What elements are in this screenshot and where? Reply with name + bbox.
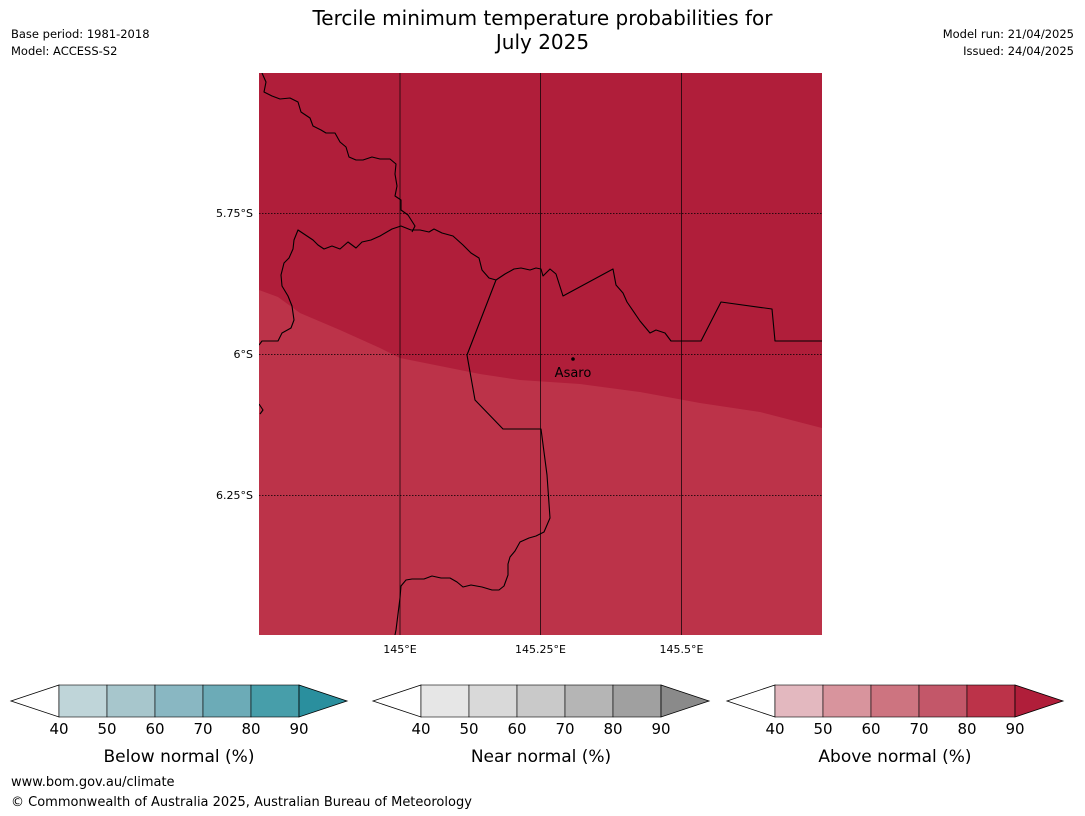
colorbar-tick: 70 — [909, 720, 928, 738]
colorbar-arrow-low — [725, 684, 776, 718]
colorbar-segment — [870, 684, 920, 718]
colorbar-segment — [154, 684, 204, 718]
colorbar-segment — [774, 684, 824, 718]
colorbar-segment — [250, 684, 300, 718]
colorbar-tick: 70 — [555, 720, 574, 738]
colorbar-segment — [918, 684, 968, 718]
model-run-text: Model run: 21/04/2025 — [942, 27, 1074, 41]
map-area: Asaro — [259, 73, 822, 635]
place-marker: Asaro — [555, 357, 592, 381]
colorbar-segment — [58, 684, 108, 718]
colorbar-tick: 80 — [957, 720, 976, 738]
colorbar-tick: 40 — [49, 720, 68, 738]
lat-label-5-75: 5.75°S — [216, 207, 253, 220]
colorbar-segment — [106, 684, 156, 718]
colorbar-tick: 60 — [861, 720, 880, 738]
lon-label-145-5: 145.5°E — [660, 643, 704, 656]
colorbar-tick: 90 — [1005, 720, 1024, 738]
colorbar-tick: 60 — [507, 720, 526, 738]
colorbar-tick: 80 — [241, 720, 260, 738]
colorbar-below-normal: 40 50 60 70 80 90 Below normal (%) — [9, 684, 349, 767]
colorbar-label: Near normal (%) — [471, 747, 611, 767]
footer-url[interactable]: www.bom.gov.au/climate — [11, 775, 175, 790]
colorbar-near-segments — [371, 684, 711, 718]
colorbar-label: Above normal (%) — [818, 747, 971, 767]
colorbar-above-normal: 40 50 60 70 80 90 Above normal (%) — [725, 684, 1065, 767]
colorbar-segment — [468, 684, 518, 718]
colorbar-arrow-low — [9, 684, 60, 718]
colorbar-tick: 70 — [193, 720, 212, 738]
colorbar-arrow-high — [660, 684, 711, 718]
latitude-labels: 5.75°S 6°S 6.25°S — [216, 207, 253, 502]
colorbar-segment — [966, 684, 1016, 718]
colorbar-tick: 40 — [411, 720, 430, 738]
colorbar-segment — [202, 684, 252, 718]
model-text: Model: ACCESS-S2 — [11, 44, 118, 58]
boundary-west-fragment — [259, 403, 264, 415]
colorbar-tick: 50 — [459, 720, 478, 738]
lat-label-6: 6°S — [234, 348, 253, 361]
colorbar-tick: 80 — [603, 720, 622, 738]
colorbar-segment — [516, 684, 566, 718]
colorbar-arrow-high — [1014, 684, 1065, 718]
colorbar-tick: 40 — [765, 720, 784, 738]
map-title: Tercile minimum temperature probabilitie… — [0, 6, 1085, 54]
gridlines — [259, 73, 822, 635]
colorbar-near-normal: 40 50 60 70 80 90 Near normal (%) — [371, 684, 711, 767]
title-line-2: July 2025 — [495, 30, 590, 54]
footer-copyright: © Commonwealth of Australia 2025, Austra… — [11, 795, 472, 810]
longitude-labels: 145°E 145.25°E 145.5°E — [383, 643, 703, 656]
colorbar-arrow-high — [298, 684, 349, 718]
colorbar-segment — [822, 684, 872, 718]
province-boundaries — [259, 73, 822, 635]
issued-text: Issued: 24/04/2025 — [963, 44, 1074, 58]
colorbar-arrow-low — [371, 684, 422, 718]
metadata-left: Base period: 1981-2018 Model: ACCESS-S2 — [11, 26, 150, 60]
colorbar-tick: 90 — [289, 720, 308, 738]
colorbar-tick: 60 — [145, 720, 164, 738]
colorbar-segment — [564, 684, 614, 718]
lon-label-145-25: 145.25°E — [515, 643, 566, 656]
colorbar-tick: 50 — [813, 720, 832, 738]
colorbar-segment — [612, 684, 662, 718]
base-period-text: Base period: 1981-2018 — [11, 27, 150, 41]
place-dot — [571, 357, 575, 361]
colorbar-segment — [420, 684, 470, 718]
title-line-1: Tercile minimum temperature probabilitie… — [312, 6, 773, 30]
boundary-south — [394, 279, 551, 635]
lon-label-145: 145°E — [383, 643, 416, 656]
boundary-central — [259, 225, 822, 346]
colorbar-tick: 90 — [651, 720, 670, 738]
colorbar-below-segments — [9, 684, 349, 718]
colorbar-above-segments — [725, 684, 1065, 718]
colorbar-label: Below normal (%) — [104, 747, 255, 767]
lat-label-6-25: 6.25°S — [216, 489, 253, 502]
boundary-north — [261, 73, 416, 233]
metadata-right: Model run: 21/04/2025 Issued: 24/04/2025 — [943, 26, 1074, 60]
colorbar-tick: 50 — [97, 720, 116, 738]
place-label: Asaro — [555, 366, 592, 381]
